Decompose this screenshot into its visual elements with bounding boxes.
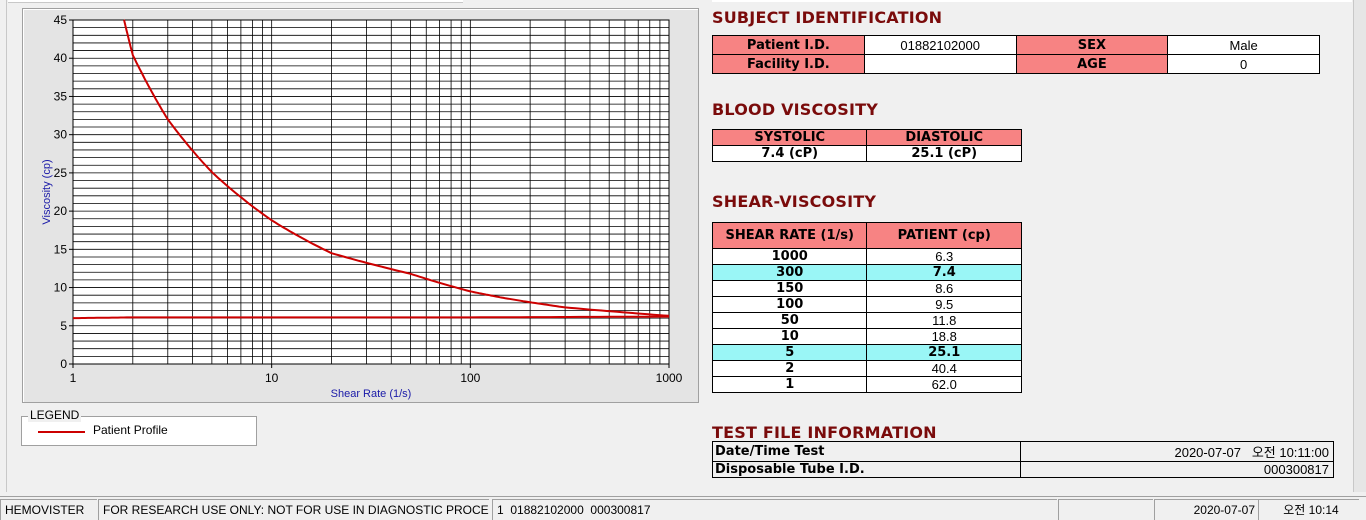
- shear-row: 100 9.5: [711, 296, 1022, 313]
- shear-row: 5 25.1: [711, 344, 1022, 361]
- y-tick-label: 35: [54, 89, 68, 103]
- status-notice: FOR RESEARCH USE ONLY: NOT FOR USE IN DI…: [98, 499, 489, 520]
- patient-viscosity-cell: 62.0: [866, 376, 1022, 393]
- patient-viscosity-cell: 40.4: [866, 360, 1022, 377]
- facility-id-value: [863, 54, 1017, 74]
- date-time-value: 2020-07-07 오전 10:11:00: [1020, 441, 1334, 462]
- patient-viscosity-cell: 18.8: [866, 328, 1022, 345]
- diastolic-label: DIASTOLIC: [866, 129, 1022, 146]
- y-tick-label: 20: [54, 204, 68, 218]
- systolic-value: 7.4 (cP): [711, 145, 868, 162]
- subject-identification-title: SUBJECT IDENTIFICATION: [712, 8, 943, 27]
- status-time: 오전 10:14: [1258, 499, 1359, 520]
- facility-id-label: Facility I.D.: [712, 54, 865, 74]
- y-tick-label: 30: [54, 128, 68, 142]
- viscosity-chart-panel: 0 5 10 15 20 25 30 35 40 45 1 10 100 1000 Shear Rate (…: [22, 8, 699, 403]
- shear-rate-cell: 150: [711, 280, 868, 297]
- y-tick-label: 15: [54, 242, 68, 256]
- shear-row: 1 62.0: [711, 376, 1022, 393]
- shear-rate-cell: 10: [711, 328, 868, 345]
- test-file-table: Date/Time Test 2020-07-07 오전 10:11:00 Di…: [712, 441, 1334, 478]
- disposable-tube-value: 000300817: [1020, 461, 1334, 478]
- patient-viscosity-cell: 11.8: [866, 312, 1022, 329]
- top-border: [8, 0, 463, 3]
- shear-rate-column-header: SHEAR RATE (1/s): [711, 222, 868, 249]
- status-empty: [1058, 499, 1153, 520]
- age-value: 0: [1167, 54, 1320, 74]
- y-axis-label: Viscosity (cp): [41, 159, 53, 224]
- shear-row: 150 8.6: [711, 280, 1022, 297]
- top-border-right: [712, 0, 1352, 2]
- left-edge: [6, 0, 7, 492]
- shear-row: 50 11.8: [711, 312, 1022, 329]
- legend-title: LEGEND: [28, 408, 82, 422]
- plot-area: [72, 19, 670, 365]
- sex-value: Male: [1167, 35, 1320, 55]
- shear-row: 300 7.4: [711, 264, 1022, 281]
- patient-viscosity-cell: 6.3: [866, 248, 1022, 265]
- vertical-scrollbar[interactable]: [1353, 0, 1366, 492]
- shear-rate-cell: 300: [711, 264, 868, 281]
- age-label: AGE: [1015, 54, 1169, 74]
- shear-viscosity-table: SHEAR RATE (1/s) PATIENT (cp) 1000 6.3 300…: [711, 222, 1022, 393]
- y-tick-label: 0: [60, 357, 67, 371]
- patient-viscosity-cell: 8.6: [866, 280, 1022, 297]
- patient-viscosity-cell: 25.1: [866, 344, 1022, 361]
- diastolic-value: 25.1 (cP): [866, 145, 1022, 162]
- patient-viscosity-cell: 9.5: [866, 296, 1022, 313]
- y-tick-label: 25: [54, 166, 68, 180]
- shear-rate-cell: 2: [711, 360, 868, 377]
- legend-line-swatch: [38, 431, 85, 433]
- blood-viscosity-title: BLOOD VISCOSITY: [712, 100, 879, 119]
- shear-rate-cell: 50: [711, 312, 868, 329]
- x-tick-label: 10: [265, 371, 279, 385]
- x-axis-label: Shear Rate (1/s): [331, 388, 412, 400]
- y-tick-label: 40: [54, 51, 68, 65]
- shear-rate-cell: 1000: [711, 248, 868, 265]
- y-tick-label: 10: [54, 281, 68, 295]
- blood-viscosity-table: SYSTOLIC DIASTOLIC 7.4 (cP) 25.1 (cP): [711, 129, 1022, 162]
- test-file-information-title: TEST FILE INFORMATION: [712, 423, 937, 442]
- x-tick-label: 100: [460, 371, 480, 385]
- shear-row: 1000 6.3: [711, 248, 1022, 265]
- shear-rate-cell: 5: [711, 344, 868, 361]
- shear-row: 2 40.4: [711, 360, 1022, 377]
- shear-rate-cell: 1: [711, 376, 868, 393]
- status-bar: HEMOVISTER FOR RESEARCH USE ONLY: NOT FO…: [0, 496, 1366, 520]
- series-line-patient-profile: [123, 19, 670, 317]
- date-time-label: Date/Time Test: [712, 441, 1021, 462]
- subject-table: Patient I.D. 01882102000 SEX Male Facili…: [712, 35, 1320, 74]
- legend-box: LEGEND Patient Profile: [21, 408, 257, 446]
- patient-viscosity-cell: 7.4: [866, 264, 1022, 281]
- shear-row: 10 18.8: [711, 328, 1022, 345]
- shear-viscosity-title: SHEAR-VISCOSITY: [712, 192, 877, 211]
- x-tick-label: 1: [70, 371, 77, 385]
- disposable-tube-label: Disposable Tube I.D.: [712, 461, 1021, 478]
- viscosity-chart: 0 5 10 15 20 25 30 35 40 45 1 10 100 1000 Shear Rate (…: [41, 13, 683, 400]
- status-app-name: HEMOVISTER: [0, 499, 97, 520]
- status-record: 1 01882102000 000300817: [492, 499, 1057, 520]
- shear-rate-cell: 100: [711, 296, 868, 313]
- patient-id-label: Patient I.D.: [712, 35, 865, 55]
- sex-label: SEX: [1015, 35, 1169, 55]
- y-tick-label: 45: [54, 13, 68, 27]
- patient-id-value: 01882102000: [863, 35, 1017, 55]
- patient-column-header: PATIENT (cp): [866, 222, 1022, 249]
- systolic-label: SYSTOLIC: [711, 129, 868, 146]
- series-line-patient-profile: [73, 315, 669, 320]
- legend-label: Patient Profile: [93, 423, 168, 437]
- status-date: 2020-07-07: [1154, 499, 1261, 520]
- x-tick-label: 1000: [656, 371, 683, 385]
- y-tick-label: 5: [60, 319, 67, 333]
